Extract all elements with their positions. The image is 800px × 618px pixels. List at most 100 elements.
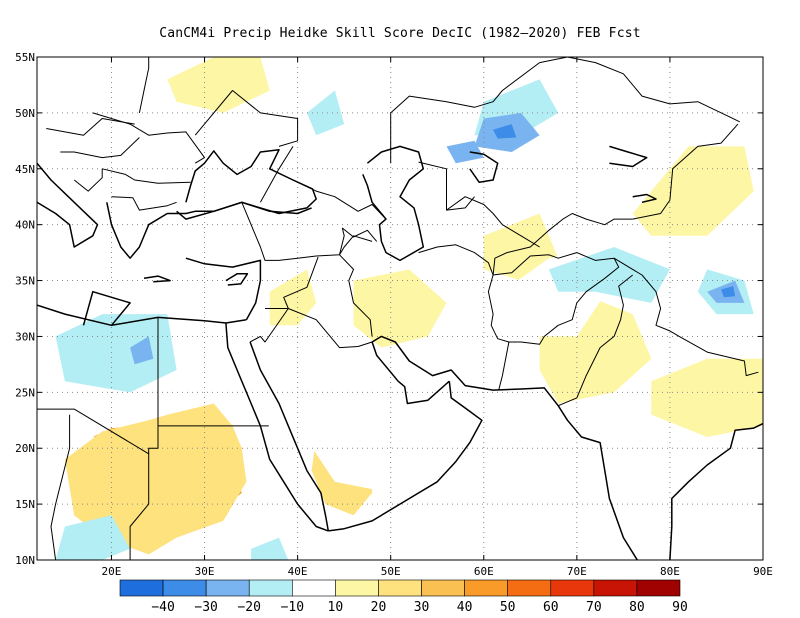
colorbar-swatch <box>550 579 595 597</box>
coastline <box>632 193 657 204</box>
colorbar-label: 80 <box>629 600 645 615</box>
lat-tick-label: 10N <box>15 554 35 567</box>
coastline <box>328 381 483 532</box>
colorbar-label: −30 <box>194 600 217 615</box>
skill-region-23 <box>55 314 177 393</box>
country-border <box>288 308 373 349</box>
skill-region-21 <box>390 57 503 125</box>
country-border <box>241 202 345 261</box>
colorbar-swatch <box>162 579 207 597</box>
country-border <box>249 308 289 343</box>
lat-tick-label: 45N <box>15 163 35 176</box>
skill-region-22 <box>334 146 391 203</box>
country-border <box>46 118 135 136</box>
country-border <box>37 408 150 560</box>
axis-ticks: 55N 50N 45N 40N 35N 30N 25N 20N 15N 10N 20E 30E 40E 5… <box>15 51 773 578</box>
country-border <box>339 254 373 337</box>
map-frame <box>36 56 764 561</box>
country-border <box>390 57 568 164</box>
country-border <box>492 213 633 276</box>
colorbar-swatch <box>421 579 465 597</box>
colorbar-swatch <box>205 579 250 597</box>
lon-tick-label: 60E <box>474 565 494 578</box>
skill-region-14 <box>269 269 317 326</box>
coastline <box>225 273 249 286</box>
colorbar-label: −40 <box>151 600 174 615</box>
coastline <box>669 422 763 560</box>
border-layer <box>37 57 759 560</box>
coastline <box>185 257 262 321</box>
colorbar-swatch <box>335 579 379 597</box>
colorbar: −40 −30 −20 −10 10 20 30 40 50 60 70 80 90 <box>119 579 688 615</box>
country-border <box>92 112 205 164</box>
country-border <box>194 90 299 147</box>
colorbar-swatch <box>593 579 638 597</box>
skill-region-33 <box>130 336 154 365</box>
coastline <box>609 145 648 168</box>
country-border <box>418 161 475 211</box>
country-border <box>567 57 740 123</box>
country-border <box>632 123 739 220</box>
colorbar-label: 10 <box>328 600 344 615</box>
lat-tick-label: 15N <box>15 498 35 511</box>
lon-tick-label: 40E <box>288 565 308 578</box>
coastline <box>249 341 330 532</box>
country-border <box>558 274 634 407</box>
colorbar-label: 60 <box>543 600 559 615</box>
colorbar-label: 20 <box>371 600 387 615</box>
colorbar-swatch <box>636 579 681 597</box>
country-border <box>50 414 71 560</box>
skill-region-28 <box>251 537 289 560</box>
lon-tick-label: 50E <box>381 565 401 578</box>
country-border <box>339 235 373 256</box>
coastline <box>37 162 99 248</box>
lat-tick-label: 35N <box>15 275 35 288</box>
colorbar-label: 40 <box>457 600 473 615</box>
country-border <box>60 137 140 159</box>
skill-fill-layer <box>55 57 763 560</box>
colorbar-label: −20 <box>237 600 260 615</box>
skill-region-29 <box>306 90 345 136</box>
colorbar-label: 70 <box>586 600 602 615</box>
country-border <box>446 196 540 248</box>
lat-tick-label: 55N <box>15 51 35 64</box>
lat-tick-label: 50N <box>15 107 35 120</box>
skill-region-34 <box>493 124 517 139</box>
country-border <box>111 196 177 211</box>
coastline <box>371 335 638 560</box>
lat-tick-label: 40N <box>15 219 35 232</box>
country-border <box>102 168 191 184</box>
coastline <box>225 322 329 532</box>
lon-tick-label: 80E <box>660 565 680 578</box>
skill-region-27 <box>55 515 131 560</box>
colorbar-swatch <box>507 579 552 597</box>
colorbar-swatch <box>464 579 508 597</box>
lat-tick-label: 20N <box>15 442 35 455</box>
colorbar-swatch <box>248 579 293 597</box>
lat-tick-label: 25N <box>15 386 35 399</box>
lon-tick-label: 20E <box>102 565 122 578</box>
lat-tick-label: 30N <box>15 330 35 343</box>
coastline <box>143 275 171 283</box>
colorbar-label: 50 <box>500 600 516 615</box>
skill-region-17 <box>297 358 466 493</box>
coastline <box>82 290 131 326</box>
colorbar-label: −10 <box>281 600 304 615</box>
colorbar-label: 90 <box>672 600 688 615</box>
map-title: CanCM4i Precip Heidke Skill Score DecIC … <box>159 26 641 41</box>
skill-region-35 <box>721 286 736 298</box>
lon-tick-label: 30E <box>195 565 215 578</box>
country-border <box>292 179 387 220</box>
lon-tick-label: 70E <box>567 565 587 578</box>
country-border <box>493 252 620 345</box>
country-border <box>148 317 159 454</box>
country-border <box>613 257 759 377</box>
skill-region-31 <box>446 140 484 164</box>
lon-tick-label: 90E <box>753 565 773 578</box>
colorbar-swatch <box>378 579 422 597</box>
skill-region-16 <box>167 57 270 113</box>
coastline <box>469 151 499 183</box>
country-border <box>259 146 294 203</box>
skill-region-10 <box>353 269 447 348</box>
